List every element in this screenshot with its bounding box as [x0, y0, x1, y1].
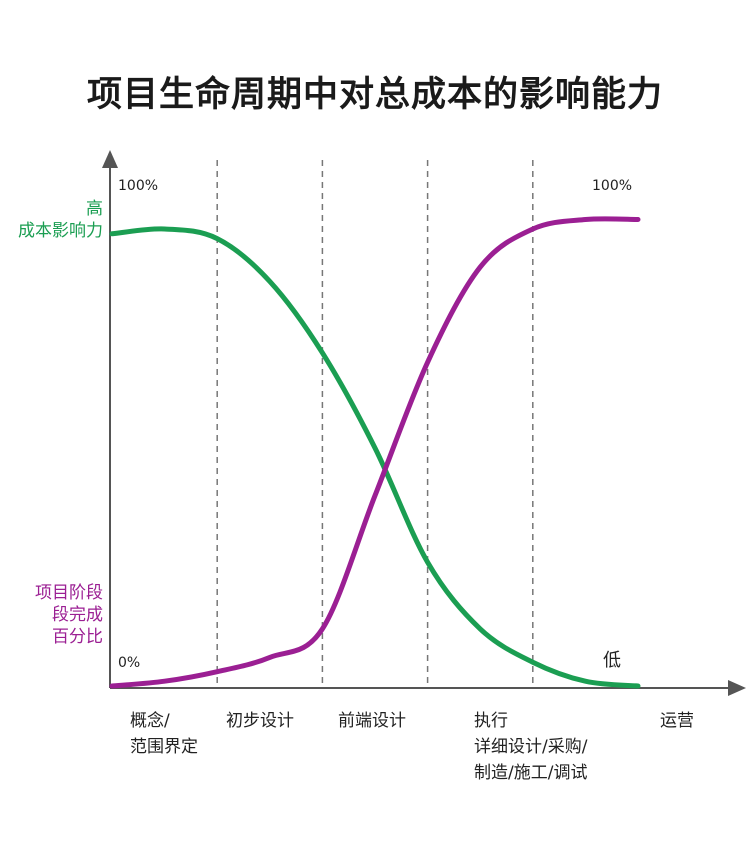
- phase-label-concept-line-1: 概念/: [130, 711, 170, 731]
- completion-percentage-curve: [109, 216, 641, 689]
- x-axis-arrow: [728, 680, 746, 696]
- phase-label-execution-line-1: 执行: [474, 711, 508, 731]
- chart-title: 项目生命周期中对总成本的影响能力: [86, 75, 663, 115]
- purple-series-label-line-3: 百分比: [52, 627, 103, 647]
- phase-label-concept-line-2: 范围界定: [130, 737, 198, 757]
- right-top-label: 100%: [592, 178, 633, 194]
- phase-label-operation-line-1: 运营: [660, 711, 694, 731]
- phase-label-preliminary-line-1: 初步设计: [226, 711, 294, 731]
- phase-label-front-end: 前端设计: [338, 708, 406, 734]
- green-series-label-line-2: 成本影响力: [18, 221, 103, 241]
- green-series-label: 高 成本影响力: [6, 198, 103, 242]
- phase-label-preliminary: 初步设计: [226, 708, 294, 734]
- cost-influence-curve: [109, 226, 641, 689]
- green-series-label-line-1: 高: [86, 199, 103, 219]
- y-bottom-label: 0%: [118, 655, 141, 671]
- purple-series-label: 项目阶段 段完成 百分比: [6, 582, 103, 648]
- y-top-label: 100%: [118, 178, 159, 194]
- purple-series-label-line-2: 段完成: [52, 605, 103, 625]
- y-axis-arrow: [102, 150, 118, 168]
- phase-label-execution: 执行 详细设计/采购/ 制造/施工/调试: [474, 708, 587, 786]
- low-label: 低: [603, 650, 621, 671]
- phase-label-front-end-line-1: 前端设计: [338, 711, 406, 731]
- phase-label-operation: 运营: [660, 708, 694, 734]
- phase-label-execution-line-3: 制造/施工/调试: [474, 763, 588, 783]
- phase-label-concept: 概念/ 范围界定: [130, 708, 198, 760]
- purple-series-label-line-1: 项目阶段: [35, 583, 103, 603]
- phase-label-execution-line-2: 详细设计/采购/: [474, 737, 588, 757]
